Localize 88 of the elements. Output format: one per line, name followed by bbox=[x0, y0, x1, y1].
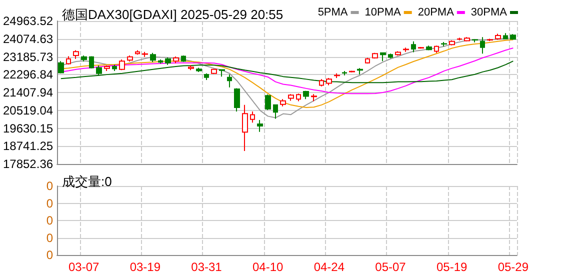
candlestick bbox=[342, 70, 347, 76]
candlestick bbox=[418, 46, 424, 50]
y-tick-label: 17852.36 bbox=[2, 157, 54, 171]
candlestick bbox=[219, 68, 225, 78]
candlestick bbox=[142, 51, 148, 58]
candlestick bbox=[480, 36, 485, 54]
chart-title: 成交量:0 bbox=[62, 174, 112, 189]
candlestick bbox=[280, 98, 286, 107]
x-tick-label: 04-10 bbox=[252, 260, 284, 274]
candlestick bbox=[380, 52, 386, 62]
candlestick bbox=[388, 53, 393, 59]
candlestick bbox=[104, 65, 110, 72]
candlestick bbox=[464, 36, 470, 42]
y-tick-label: 22296.84 bbox=[2, 68, 54, 82]
candlestick bbox=[334, 72, 340, 78]
y-tick-label: 0 bbox=[46, 196, 54, 210]
candlestick bbox=[135, 50, 140, 56]
candlestick bbox=[365, 57, 370, 64]
candlestick bbox=[311, 94, 317, 102]
candlestick bbox=[495, 33, 501, 40]
candlestick bbox=[234, 88, 240, 112]
y-tick-label: 24074.63 bbox=[2, 32, 54, 46]
candlestick bbox=[204, 72, 209, 80]
candlestick bbox=[96, 65, 102, 76]
candlestick bbox=[112, 64, 117, 72]
candlestick bbox=[119, 58, 125, 71]
candlestick bbox=[181, 54, 186, 62]
candlestick bbox=[434, 45, 439, 54]
candlestick bbox=[503, 32, 508, 40]
candlestick bbox=[58, 60, 64, 74]
candlestick bbox=[265, 94, 271, 110]
candlestick bbox=[257, 120, 263, 132]
candlestick bbox=[81, 54, 87, 62]
chart-title: 德国DAX30[GDAXI] 2025-05-29 20:55 bbox=[62, 7, 284, 22]
candlestick bbox=[165, 56, 171, 66]
candlestick bbox=[357, 68, 363, 76]
candlestick bbox=[326, 77, 332, 86]
candlestick bbox=[426, 45, 432, 51]
x-tick-label: 03-31 bbox=[191, 260, 222, 274]
candlestick bbox=[227, 74, 232, 88]
x-tick-label: 03-07 bbox=[68, 260, 100, 274]
y-tick-label: 24963.52 bbox=[2, 14, 54, 28]
candlestick bbox=[296, 93, 301, 102]
candlestick bbox=[250, 111, 255, 124]
y-tick-label: 0 bbox=[46, 179, 54, 193]
legend-label: 30PMA bbox=[470, 6, 508, 18]
candlestick bbox=[288, 94, 294, 102]
y-tick-label: 21407.94 bbox=[2, 86, 54, 100]
candlestick bbox=[66, 56, 71, 66]
candlestick bbox=[158, 58, 163, 64]
candlestick bbox=[150, 52, 156, 63]
x-tick-label: 05-07 bbox=[375, 260, 406, 274]
candlestick bbox=[395, 50, 401, 56]
x-tick-label: 05-19 bbox=[436, 260, 468, 274]
candlestick bbox=[211, 68, 217, 74]
candlestick bbox=[196, 67, 202, 72]
candlestick bbox=[403, 47, 409, 52]
candlestick bbox=[319, 78, 324, 87]
candlestick bbox=[273, 104, 278, 120]
y-tick-label: 0 bbox=[46, 214, 54, 228]
candlestick bbox=[449, 40, 455, 46]
line-series bbox=[60, 60, 514, 84]
legend-label: 20PMA bbox=[418, 6, 455, 18]
candlestick bbox=[173, 56, 179, 64]
candlestick bbox=[188, 64, 194, 71]
candlestick bbox=[303, 90, 309, 100]
candlestick bbox=[89, 56, 94, 69]
legend-label: 10PMA bbox=[364, 6, 402, 18]
candlestick bbox=[472, 38, 478, 43]
candlestick bbox=[510, 34, 516, 40]
legend-label: 5PMA bbox=[318, 6, 348, 18]
x-tick-label: 03-19 bbox=[130, 260, 161, 274]
candlestick bbox=[487, 38, 493, 42]
candlestick bbox=[242, 104, 248, 152]
y-tick-label: 0 bbox=[46, 248, 54, 262]
y-tick-label: 18741.25 bbox=[2, 139, 54, 154]
y-tick-label: 0 bbox=[46, 230, 54, 245]
candlestick bbox=[441, 41, 447, 47]
y-tick-label: 23185.73 bbox=[2, 50, 54, 64]
x-tick-label: 05-29 bbox=[498, 260, 529, 274]
y-tick-label: 19630.15 bbox=[2, 121, 54, 136]
candlestick bbox=[372, 52, 378, 59]
x-tick-label: 04-24 bbox=[314, 260, 345, 274]
candlestick bbox=[411, 40, 416, 53]
candlestick bbox=[73, 50, 79, 60]
candlestick bbox=[127, 54, 133, 62]
candlestick bbox=[457, 37, 462, 41]
y-tick-label: 20519.04 bbox=[2, 103, 54, 118]
